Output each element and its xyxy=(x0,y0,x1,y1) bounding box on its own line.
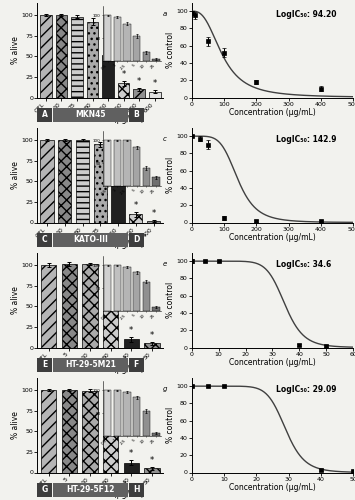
Bar xyxy=(104,266,111,312)
Bar xyxy=(103,264,118,347)
Text: *: * xyxy=(153,80,157,88)
Text: A: A xyxy=(42,110,48,119)
Text: *: * xyxy=(106,40,110,50)
Bar xyxy=(94,144,107,222)
Text: HT-29-5M21: HT-29-5M21 xyxy=(65,360,116,369)
Text: *: * xyxy=(129,326,133,335)
Bar xyxy=(114,266,121,312)
Bar xyxy=(103,392,118,472)
Text: *: * xyxy=(129,450,133,458)
Bar xyxy=(40,15,52,98)
Bar xyxy=(82,390,98,472)
Bar xyxy=(133,272,140,312)
Bar xyxy=(133,89,145,98)
Bar xyxy=(58,140,71,222)
Bar xyxy=(123,268,131,312)
Bar xyxy=(71,16,83,98)
Text: LogIC₅₀: 29.09: LogIC₅₀: 29.09 xyxy=(276,385,336,394)
Y-axis label: % alive: % alive xyxy=(11,36,20,64)
Bar xyxy=(124,339,139,347)
Y-axis label: % control: % control xyxy=(165,157,175,193)
Bar xyxy=(114,17,121,62)
Text: LogIC₅₀: 94.20: LogIC₅₀: 94.20 xyxy=(276,10,336,19)
Text: g: g xyxy=(163,386,168,392)
Bar xyxy=(129,214,142,222)
Bar xyxy=(152,177,159,186)
Text: E: E xyxy=(42,360,47,369)
Text: KATO-III: KATO-III xyxy=(73,235,108,244)
Bar xyxy=(152,59,159,62)
Bar xyxy=(61,264,77,347)
Text: G: G xyxy=(42,485,48,494)
Bar xyxy=(111,150,125,222)
Bar xyxy=(149,92,160,98)
Text: *: * xyxy=(134,201,138,210)
Text: H: H xyxy=(133,485,140,494)
X-axis label: Concentration (μg/mL): Concentration (μg/mL) xyxy=(57,490,144,499)
Text: B: B xyxy=(133,110,139,119)
Bar xyxy=(133,36,140,62)
Bar xyxy=(144,344,160,347)
Bar xyxy=(143,52,150,62)
Bar xyxy=(104,16,111,62)
X-axis label: Concentration (μg/mL): Concentration (μg/mL) xyxy=(57,115,144,124)
Bar xyxy=(123,392,131,436)
Text: *: * xyxy=(150,456,154,465)
Bar xyxy=(55,15,67,98)
Bar xyxy=(147,221,160,222)
Bar xyxy=(118,84,130,98)
Bar xyxy=(133,398,140,436)
Bar xyxy=(40,140,54,222)
X-axis label: Concentration (μg/mL): Concentration (μg/mL) xyxy=(57,240,144,249)
Text: HT-29-5F12: HT-29-5F12 xyxy=(66,485,115,494)
Y-axis label: % alive: % alive xyxy=(11,286,20,314)
Text: *: * xyxy=(152,210,155,218)
Bar xyxy=(114,390,121,436)
Bar xyxy=(133,148,140,186)
Text: F: F xyxy=(134,360,139,369)
Bar xyxy=(41,390,56,472)
Bar xyxy=(144,468,160,472)
Text: e: e xyxy=(163,260,167,266)
Y-axis label: % control: % control xyxy=(165,32,175,68)
X-axis label: Concentration (μg/mL): Concentration (μg/mL) xyxy=(229,358,316,367)
Y-axis label: % alive: % alive xyxy=(11,411,20,439)
X-axis label: Concentration (μg/mL): Concentration (μg/mL) xyxy=(229,233,316,242)
Text: LogIC₅₀: 142.9: LogIC₅₀: 142.9 xyxy=(276,135,336,144)
Bar xyxy=(41,265,56,347)
Bar xyxy=(152,432,159,436)
Text: *: * xyxy=(121,70,126,80)
Text: *: * xyxy=(137,77,141,86)
Bar xyxy=(143,168,150,186)
Text: C: C xyxy=(42,235,48,244)
Text: *: * xyxy=(150,331,154,340)
Text: c: c xyxy=(163,136,167,141)
Bar xyxy=(104,390,111,436)
Bar xyxy=(143,411,150,436)
X-axis label: Concentration (μg/mL): Concentration (μg/mL) xyxy=(57,365,144,374)
Text: MKN45: MKN45 xyxy=(75,110,106,119)
Bar xyxy=(82,264,98,347)
Text: D: D xyxy=(133,235,140,244)
Bar xyxy=(143,282,150,312)
Bar xyxy=(114,140,121,186)
Text: a: a xyxy=(163,10,167,16)
Y-axis label: % alive: % alive xyxy=(11,161,20,189)
Text: LogIC₅₀: 34.6: LogIC₅₀: 34.6 xyxy=(276,260,331,269)
Bar xyxy=(123,140,131,186)
Bar xyxy=(76,140,89,222)
Bar xyxy=(123,24,131,62)
Y-axis label: % control: % control xyxy=(165,407,175,443)
Bar xyxy=(87,22,98,98)
Bar xyxy=(124,462,139,472)
X-axis label: Concentration (μg/mL): Concentration (μg/mL) xyxy=(229,108,316,117)
Bar xyxy=(104,140,111,186)
Y-axis label: % control: % control xyxy=(165,282,175,318)
Bar xyxy=(102,56,114,98)
X-axis label: Concentration (μg/mL): Concentration (μg/mL) xyxy=(229,483,316,492)
Bar xyxy=(152,307,159,312)
Bar xyxy=(61,390,77,472)
